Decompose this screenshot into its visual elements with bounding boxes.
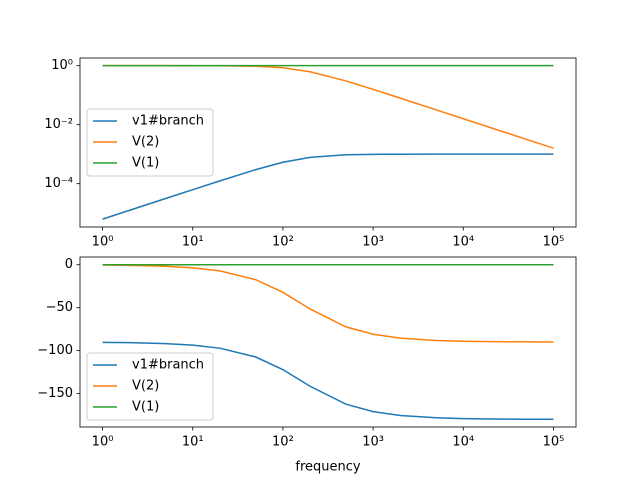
y-tick-label: 0 (65, 257, 73, 272)
series-line (102, 153, 554, 220)
legend-label: v1#branch (132, 114, 204, 129)
axes-frame (79, 256, 577, 428)
y-tick-label: −50 (46, 300, 73, 315)
y-tick-label: −100 (37, 343, 73, 358)
y-tick-label: 10⁰ (51, 58, 73, 73)
x-tick-label: 10¹ (182, 235, 204, 250)
x-tick-label: 10² (272, 435, 294, 450)
x-tick-label: 10³ (362, 435, 384, 450)
x-tick-label: 10⁵ (543, 435, 565, 450)
legend-label: V(1) (132, 156, 159, 171)
legend-label: V(2) (132, 379, 159, 394)
x-tick-label: 10⁴ (452, 235, 474, 250)
series-line (102, 341, 554, 421)
legend-box (86, 108, 214, 177)
legend-label: v1#branch (132, 358, 204, 373)
series-line (102, 264, 554, 343)
legend-label: V(1) (132, 400, 159, 415)
legend-label: V(2) (132, 135, 159, 150)
axes-frame (79, 57, 577, 228)
plot-area (102, 263, 554, 421)
y-tick-label: 10⁻⁴ (44, 176, 73, 191)
x-tick-label: 10³ (362, 235, 384, 250)
x-tick-label: 10⁰ (92, 435, 114, 450)
x-tick-label: 10¹ (182, 435, 204, 450)
legend-box (86, 352, 214, 421)
x-tick-label: 10² (272, 235, 294, 250)
x-tick-label: 10⁵ (543, 235, 565, 250)
x-tick-label: 10⁰ (92, 235, 114, 250)
y-tick-label: 10⁻² (44, 117, 73, 132)
x-tick-label: 10⁴ (452, 435, 474, 450)
plot-area (102, 64, 554, 220)
x-axis-label: frequency (295, 460, 361, 475)
y-tick-label: −150 (37, 386, 73, 401)
